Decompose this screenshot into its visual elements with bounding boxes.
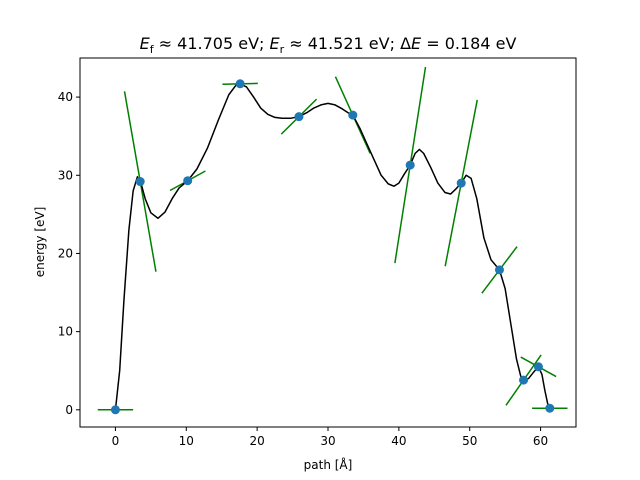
energy-curve xyxy=(114,83,551,410)
image-point-8 xyxy=(494,265,504,275)
image-point-11 xyxy=(545,403,555,413)
x-tick-label-50: 50 xyxy=(462,434,477,448)
x-tick-label-20: 20 xyxy=(250,434,265,448)
y-tick-label-20: 20 xyxy=(58,246,73,260)
x-tick-label-0: 0 xyxy=(112,434,120,448)
image-point-7 xyxy=(456,178,466,188)
image-point-1 xyxy=(135,177,145,187)
image-point-2 xyxy=(183,176,193,186)
image-point-4 xyxy=(294,112,304,122)
chart-title: Ef ≈ 41.705 eV; Er ≈ 41.521 eV; ΔE = 0.1… xyxy=(140,34,517,56)
x-tick-label-10: 10 xyxy=(179,434,194,448)
x-axis-label: path [Å] xyxy=(304,457,353,472)
image-point-6 xyxy=(405,160,415,170)
plot-area xyxy=(97,66,568,415)
image-point-0 xyxy=(110,405,120,415)
axis-ticks: 0 10 20 30 40 50 60 0 10 20 30 40 xyxy=(58,90,548,448)
x-tick-label-40: 40 xyxy=(391,434,406,448)
y-tick-label-10: 10 xyxy=(58,325,73,339)
image-point-5 xyxy=(348,110,358,120)
axes-frame xyxy=(79,57,577,428)
x-tick-label-60: 60 xyxy=(533,434,548,448)
image-point-9 xyxy=(519,375,529,385)
y-tick-label-40: 40 xyxy=(58,90,73,104)
y-tick-label-30: 30 xyxy=(58,168,73,182)
y-tick-label-0: 0 xyxy=(65,403,73,417)
y-axis-label: energy [eV] xyxy=(33,207,47,278)
x-tick-label-30: 30 xyxy=(320,434,335,448)
image-point-10 xyxy=(533,362,543,372)
image-point-3 xyxy=(235,79,245,89)
